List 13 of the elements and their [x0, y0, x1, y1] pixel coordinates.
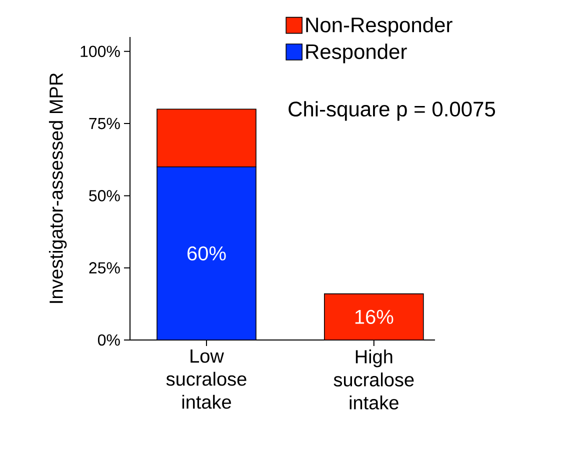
y-tick-label: 100% — [80, 46, 120, 58]
y-axis-title: Investigator-assessed MPR — [48, 73, 67, 303]
annotation: Chi-square p = 0.0075 — [288, 101, 496, 121]
legend-label: Non-Responder — [306, 16, 452, 37]
x-tick-label: High sucralose intake — [334, 350, 414, 410]
y-tick-label: 75% — [89, 118, 120, 130]
y-tick-label: 50% — [89, 190, 120, 202]
data-label: 60% — [188, 246, 226, 260]
x-tick-label: Low sucralose intake — [166, 350, 246, 409]
y-tick-label: 0% — [98, 334, 120, 346]
legend-label: Responder — [306, 44, 407, 64]
data-label: 16% — [355, 310, 394, 324]
y-tick-label: 25% — [89, 262, 120, 274]
